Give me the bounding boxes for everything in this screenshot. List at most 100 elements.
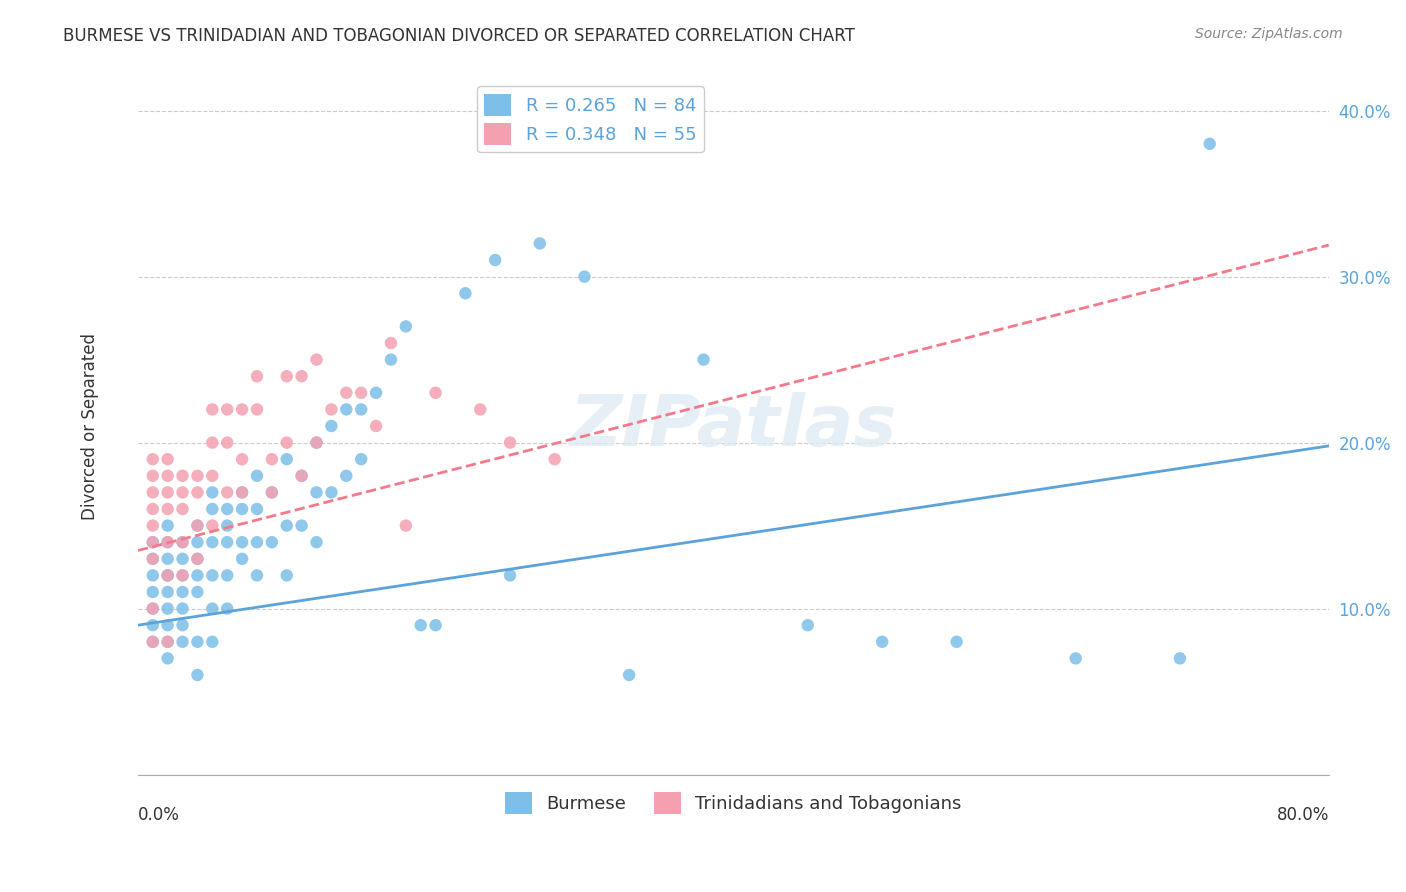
Point bbox=[529, 236, 551, 251]
Point bbox=[156, 634, 179, 648]
Point bbox=[156, 585, 179, 599]
Point bbox=[156, 651, 179, 665]
Point bbox=[246, 502, 269, 516]
Legend: Burmese, Trinidadians and Tobagonians: Burmese, Trinidadians and Tobagonians bbox=[498, 785, 969, 822]
Point bbox=[156, 568, 179, 582]
Point bbox=[454, 286, 477, 301]
Point bbox=[156, 618, 179, 632]
Point bbox=[201, 535, 224, 549]
Point bbox=[321, 485, 343, 500]
Point bbox=[172, 485, 194, 500]
Point bbox=[617, 668, 640, 682]
Point bbox=[142, 485, 165, 500]
Point bbox=[142, 535, 165, 549]
Point bbox=[231, 452, 253, 467]
Text: BURMESE VS TRINIDADIAN AND TOBAGONIAN DIVORCED OR SEPARATED CORRELATION CHART: BURMESE VS TRINIDADIAN AND TOBAGONIAN DI… bbox=[63, 27, 855, 45]
Point bbox=[364, 385, 387, 400]
Point bbox=[260, 535, 283, 549]
Point bbox=[246, 535, 269, 549]
Point bbox=[335, 385, 357, 400]
Point bbox=[156, 502, 179, 516]
Point bbox=[186, 634, 208, 648]
Point bbox=[142, 601, 165, 615]
Text: ZIPatlas: ZIPatlas bbox=[569, 392, 897, 460]
Point bbox=[231, 502, 253, 516]
Point bbox=[201, 634, 224, 648]
Point bbox=[409, 618, 432, 632]
Point bbox=[217, 568, 239, 582]
Point bbox=[142, 452, 165, 467]
Point bbox=[1168, 651, 1191, 665]
Point bbox=[201, 485, 224, 500]
Point bbox=[380, 352, 402, 367]
Point bbox=[305, 535, 328, 549]
Point bbox=[321, 419, 343, 434]
Point bbox=[142, 634, 165, 648]
Point bbox=[186, 518, 208, 533]
Text: 80.0%: 80.0% bbox=[1277, 806, 1329, 824]
Point bbox=[217, 518, 239, 533]
Point bbox=[231, 485, 253, 500]
Point bbox=[231, 485, 253, 500]
Point bbox=[276, 568, 298, 582]
Point bbox=[186, 551, 208, 566]
Point bbox=[142, 618, 165, 632]
Point bbox=[246, 402, 269, 417]
Point bbox=[276, 369, 298, 384]
Point bbox=[350, 402, 373, 417]
Point bbox=[172, 535, 194, 549]
Point bbox=[201, 518, 224, 533]
Point bbox=[142, 468, 165, 483]
Point bbox=[172, 634, 194, 648]
Point bbox=[797, 618, 820, 632]
Point bbox=[260, 485, 283, 500]
Point bbox=[186, 585, 208, 599]
Point bbox=[201, 601, 224, 615]
Point bbox=[156, 535, 179, 549]
Point bbox=[305, 435, 328, 450]
Point bbox=[321, 402, 343, 417]
Point bbox=[201, 402, 224, 417]
Point bbox=[186, 535, 208, 549]
Point bbox=[217, 435, 239, 450]
Point bbox=[186, 468, 208, 483]
Point bbox=[350, 452, 373, 467]
Point bbox=[305, 435, 328, 450]
Point bbox=[172, 618, 194, 632]
Point bbox=[142, 568, 165, 582]
Point bbox=[186, 551, 208, 566]
Point bbox=[142, 634, 165, 648]
Point bbox=[172, 585, 194, 599]
Point bbox=[172, 568, 194, 582]
Point bbox=[276, 518, 298, 533]
Point bbox=[217, 402, 239, 417]
Point bbox=[156, 551, 179, 566]
Point bbox=[260, 452, 283, 467]
Point bbox=[395, 319, 418, 334]
Point bbox=[291, 518, 314, 533]
Point bbox=[186, 518, 208, 533]
Point bbox=[186, 485, 208, 500]
Point bbox=[156, 568, 179, 582]
Point bbox=[142, 585, 165, 599]
Point bbox=[276, 452, 298, 467]
Point bbox=[484, 253, 506, 268]
Point bbox=[142, 535, 165, 549]
Point bbox=[156, 634, 179, 648]
Point bbox=[186, 668, 208, 682]
Point bbox=[291, 369, 314, 384]
Point bbox=[544, 452, 567, 467]
Point bbox=[156, 535, 179, 549]
Point bbox=[172, 551, 194, 566]
Point bbox=[142, 518, 165, 533]
Point bbox=[231, 535, 253, 549]
Point bbox=[246, 568, 269, 582]
Point bbox=[231, 402, 253, 417]
Point bbox=[945, 634, 967, 648]
Point bbox=[305, 485, 328, 500]
Text: Source: ZipAtlas.com: Source: ZipAtlas.com bbox=[1195, 27, 1343, 41]
Point bbox=[350, 385, 373, 400]
Point bbox=[231, 551, 253, 566]
Point bbox=[142, 601, 165, 615]
Point bbox=[172, 502, 194, 516]
